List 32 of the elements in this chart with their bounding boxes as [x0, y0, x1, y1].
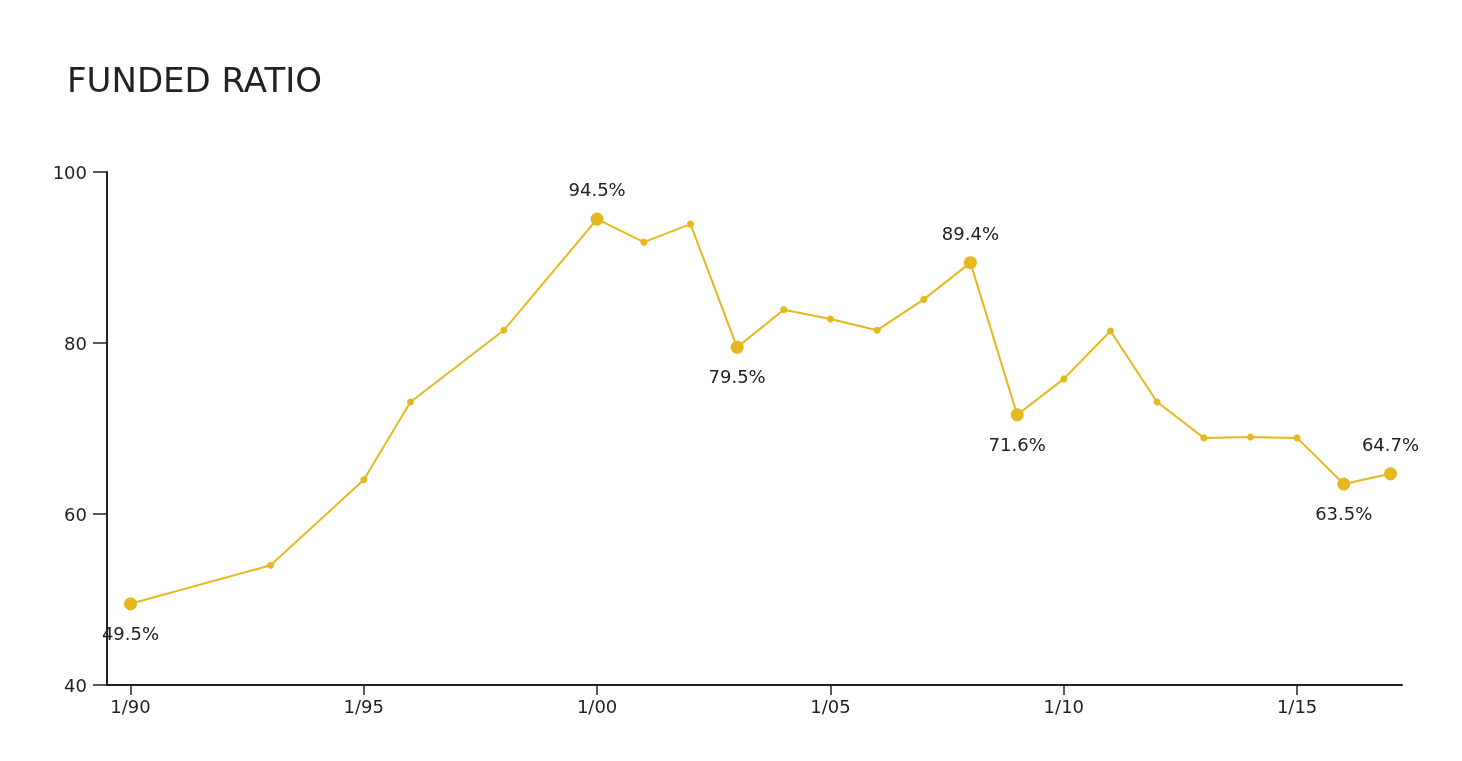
x-tick-label: 1/15: [1276, 695, 1318, 717]
data-label: 71.6%: [988, 433, 1046, 455]
point: [1060, 375, 1068, 383]
point: [780, 306, 788, 314]
y-tick-label: 100: [52, 161, 87, 183]
data-label: 89.4%: [941, 222, 1000, 244]
point: [1246, 433, 1254, 441]
point: [920, 295, 928, 303]
y-tick-label: 40: [64, 674, 87, 696]
x-tick-label: 1/10: [1043, 695, 1085, 717]
data-label: 79.5%: [708, 366, 766, 388]
point: [360, 476, 368, 484]
y-tick-label: 80: [64, 332, 87, 354]
point: [406, 398, 414, 406]
point: [1106, 327, 1114, 335]
x-tick-label: 1/90: [110, 695, 151, 717]
point: [873, 326, 881, 334]
x-tick-label: 1/95: [343, 695, 385, 717]
point: [687, 220, 694, 228]
x-tick-label: 1/05: [810, 695, 851, 717]
chart-title: FUNDED RATIO: [67, 60, 322, 100]
point: [267, 561, 275, 569]
point: [640, 238, 648, 246]
point: [1293, 434, 1301, 442]
data-label: 94.5%: [568, 179, 626, 201]
x-tick-label: 1/00: [576, 695, 618, 717]
y-tick-label: 60: [64, 503, 87, 525]
point: [500, 326, 508, 334]
data-label: 64.7%: [1361, 433, 1420, 455]
point: [1200, 434, 1208, 442]
point: [827, 315, 835, 323]
data-label: 63.5%: [1315, 503, 1373, 525]
